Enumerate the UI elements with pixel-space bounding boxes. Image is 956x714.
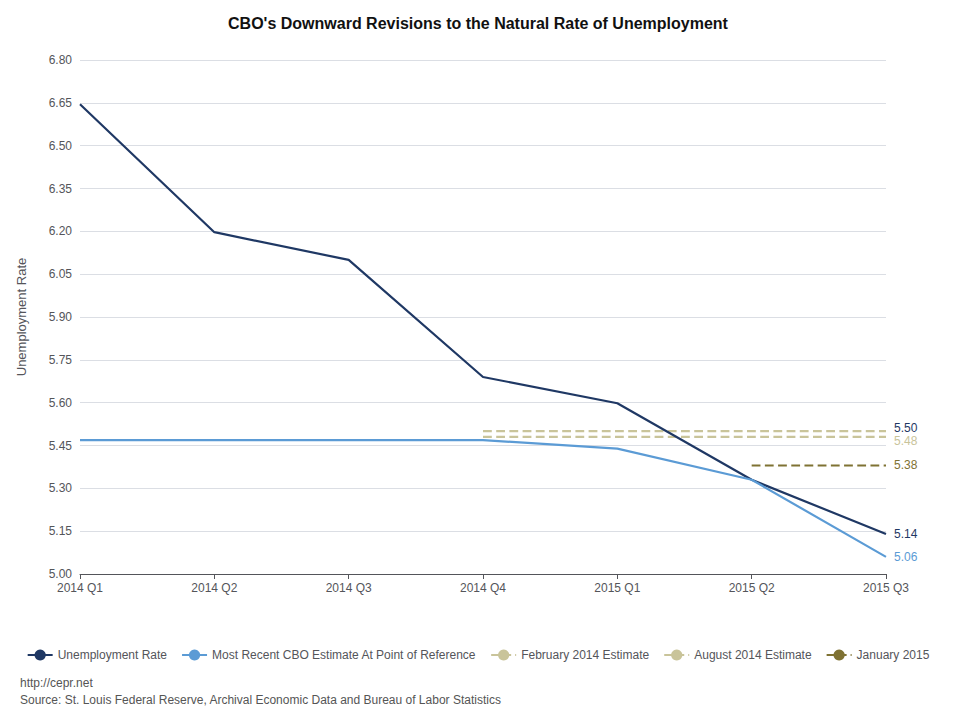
svg-text:Unemployment Rate: Unemployment Rate xyxy=(58,648,168,662)
svg-text:5.15: 5.15 xyxy=(49,524,73,538)
svg-text:5.75: 5.75 xyxy=(49,353,73,367)
svg-text:2014 Q4: 2014 Q4 xyxy=(460,581,506,595)
svg-text:6.65: 6.65 xyxy=(49,96,73,110)
svg-text:2014 Q2: 2014 Q2 xyxy=(191,581,237,595)
svg-text:6.35: 6.35 xyxy=(49,182,73,196)
svg-text:6.50: 6.50 xyxy=(49,139,73,153)
svg-text:2014 Q3: 2014 Q3 xyxy=(326,581,372,595)
svg-text:5.48: 5.48 xyxy=(894,434,918,448)
svg-text:2015 Q2: 2015 Q2 xyxy=(729,581,775,595)
svg-text:6.05: 6.05 xyxy=(49,267,73,281)
svg-text:January 2015: January 2015 xyxy=(857,648,930,662)
svg-text:Most Recent CBO Estimate At Po: Most Recent CBO Estimate At Point of Ref… xyxy=(212,648,476,662)
svg-text:CBO's Downward Revisions to th: CBO's Downward Revisions to the Natural … xyxy=(228,15,729,32)
svg-text:6.20: 6.20 xyxy=(49,224,73,238)
svg-text:2015 Q3: 2015 Q3 xyxy=(863,581,909,595)
svg-text:5.45: 5.45 xyxy=(49,439,73,453)
svg-text:February 2014 Estimate: February 2014 Estimate xyxy=(521,648,649,662)
svg-text:5.14: 5.14 xyxy=(894,527,918,541)
svg-text:August 2014 Estimate: August 2014 Estimate xyxy=(694,648,812,662)
svg-text:Unemployment Rate: Unemployment Rate xyxy=(14,258,29,377)
svg-text:5.00: 5.00 xyxy=(49,567,73,581)
svg-text:2014 Q1: 2014 Q1 xyxy=(57,581,103,595)
svg-text:http://cepr.net: http://cepr.net xyxy=(20,676,93,690)
svg-text:5.06: 5.06 xyxy=(894,550,918,564)
svg-text:Source: St. Louis Federal Rese: Source: St. Louis Federal Reserve, Archi… xyxy=(20,693,501,707)
svg-text:6.80: 6.80 xyxy=(49,53,73,67)
svg-text:5.38: 5.38 xyxy=(894,458,918,472)
svg-text:5.50: 5.50 xyxy=(894,421,918,435)
svg-text:5.60: 5.60 xyxy=(49,396,73,410)
svg-text:2015 Q1: 2015 Q1 xyxy=(594,581,640,595)
svg-text:5.90: 5.90 xyxy=(49,310,73,324)
svg-text:5.30: 5.30 xyxy=(49,481,73,495)
